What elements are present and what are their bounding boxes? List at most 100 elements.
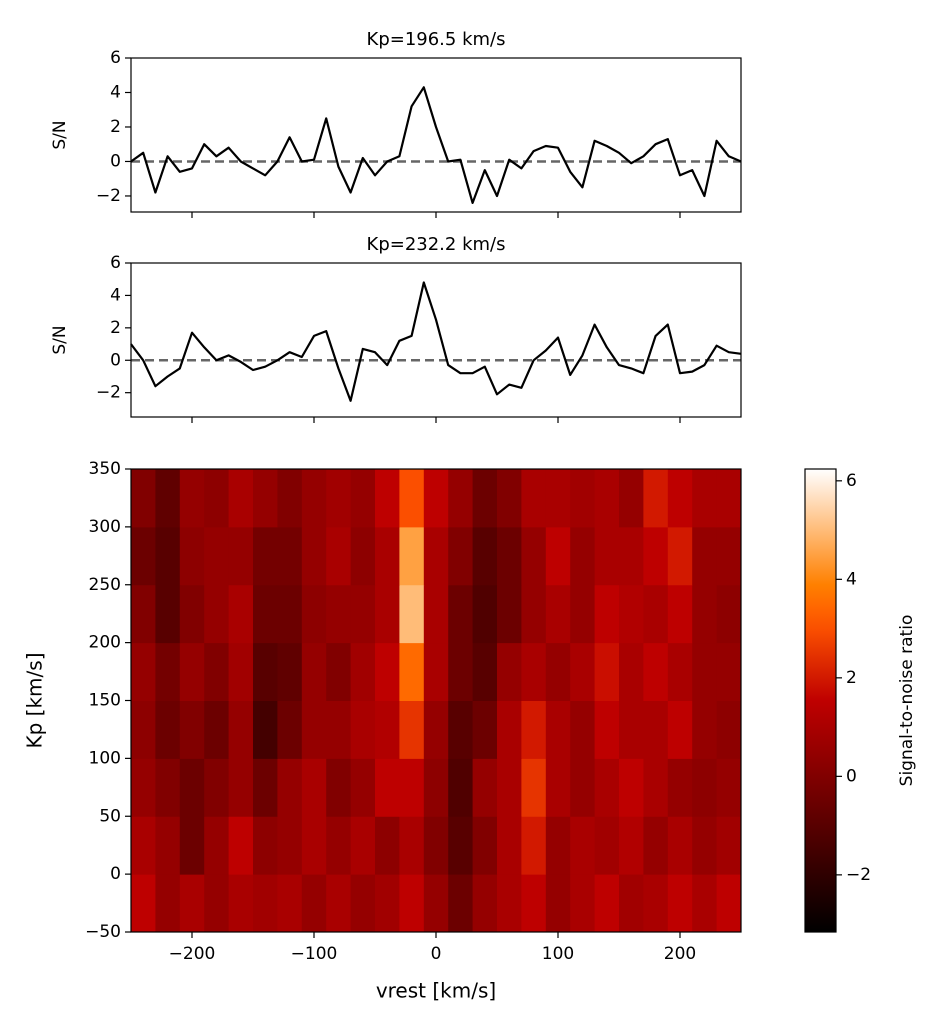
y-tick-label: 4 (110, 82, 121, 102)
y-tick-label: 0 (110, 151, 121, 171)
heatmap-cell (521, 584, 547, 644)
y-tick-label: 2 (110, 318, 121, 338)
colorbar-tick-label: 0 (846, 766, 857, 786)
heatmap-cell (692, 469, 718, 528)
heatmap-cell (131, 700, 156, 759)
heatmap-cell (594, 469, 620, 528)
heatmap-cell (497, 526, 522, 586)
heatmap-cell (228, 469, 254, 528)
heatmap-cell (497, 874, 522, 933)
heatmap-cell (155, 584, 181, 644)
heatmap-cell (228, 816, 254, 875)
heatmap-cell (131, 526, 156, 586)
heatmap-cell (253, 469, 278, 528)
heatmap-cell (253, 584, 278, 644)
heatmap-cell (472, 874, 498, 933)
heatmap-cell (643, 874, 669, 933)
heatmap-cell (448, 816, 474, 875)
heatmap-cell (472, 816, 498, 875)
heatmap-cell (350, 816, 376, 875)
heatmap-cell (619, 758, 644, 817)
heatmap-cell (667, 642, 693, 701)
axes-frame (130, 468, 742, 933)
heatmap-cell (570, 469, 596, 528)
heatmap-cell (716, 816, 742, 875)
heatmap-cell (570, 526, 596, 586)
heatmap-cell (472, 584, 498, 644)
heatmap-cell (204, 469, 230, 528)
heatmap-cell (301, 816, 327, 875)
heatmap-cell (692, 642, 718, 701)
heatmap-cell (497, 700, 522, 759)
axes-frame (130, 57, 742, 213)
heatmap-cell (399, 700, 425, 759)
heatmap-cell (448, 469, 474, 528)
heatmap-cell (423, 700, 449, 759)
y-tick-label: 0 (110, 864, 121, 884)
heatmap-cell (472, 700, 498, 759)
heatmap-cell (594, 700, 620, 759)
heatmap-cell (301, 584, 327, 644)
heatmap-cell (253, 526, 278, 586)
heatmap-cell (423, 642, 449, 701)
x-tick-label: −100 (291, 944, 338, 964)
heatmap-cell (423, 758, 449, 817)
heatmap-cell (399, 584, 425, 644)
heatmap-cell (179, 874, 205, 933)
sn-line (130, 281, 742, 402)
heatmap-cell (301, 526, 327, 586)
heatmap-cell (545, 758, 571, 817)
x-tick-label: 0 (431, 944, 442, 964)
heatmap-cell (253, 816, 278, 875)
colorbar-tick-label: −2 (846, 865, 871, 885)
y-tick-label: 150 (89, 691, 121, 711)
heatmap-cell (155, 642, 181, 701)
heatmap-cell (423, 816, 449, 875)
heatmap-cell (619, 584, 644, 644)
colorbar-tick-label: 6 (846, 471, 857, 491)
heatmap-cell (643, 758, 669, 817)
heatmap-cell (350, 874, 376, 933)
heatmap-cell (692, 816, 718, 875)
heatmap-cell (301, 758, 327, 817)
heatmap-cell (448, 874, 474, 933)
heatmap-cell (570, 642, 596, 701)
heatmap-cell (375, 469, 400, 528)
heatmap-cell (619, 816, 644, 875)
heatmap-cell (521, 526, 547, 586)
heatmap-cell (399, 469, 425, 528)
heatmap-cell (228, 526, 254, 586)
heatmap-cell (155, 526, 181, 586)
axes-frame (130, 262, 742, 418)
heatmap-cell (155, 758, 181, 817)
heatmap-cell (350, 700, 376, 759)
x-axis-label: vrest [km/s] (376, 979, 496, 1003)
heatmap-cell (692, 758, 718, 817)
y-tick-label: −2 (96, 383, 121, 403)
heatmap-cell (667, 584, 693, 644)
heatmap-cell (228, 758, 254, 817)
y-tick-label: 0 (110, 350, 121, 370)
heatmap-cell (326, 874, 352, 933)
panel-title: Kp=232.2 km/s (367, 234, 506, 255)
heatmap-cell (375, 758, 400, 817)
heatmap-cell (277, 816, 303, 875)
y-tick-label: 350 (89, 459, 121, 479)
heatmap-cell (350, 758, 376, 817)
heatmap-cell (399, 642, 425, 701)
heatmap-cell (497, 584, 522, 644)
heatmap-cell (399, 758, 425, 817)
heatmap-cell (301, 874, 327, 933)
heatmap-cell (131, 874, 156, 933)
heatmap-cell (375, 700, 400, 759)
heatmap-cell (131, 584, 156, 644)
heatmap-cell (716, 469, 742, 528)
heatmap-cell (545, 526, 571, 586)
heatmap-cell (423, 469, 449, 528)
heatmap-cell (716, 758, 742, 817)
y-axis-label: S/N (50, 325, 70, 354)
heatmap-cell (521, 469, 547, 528)
heatmap-cell (594, 642, 620, 701)
heatmap-cell (497, 758, 522, 817)
heatmap-cell (667, 874, 693, 933)
